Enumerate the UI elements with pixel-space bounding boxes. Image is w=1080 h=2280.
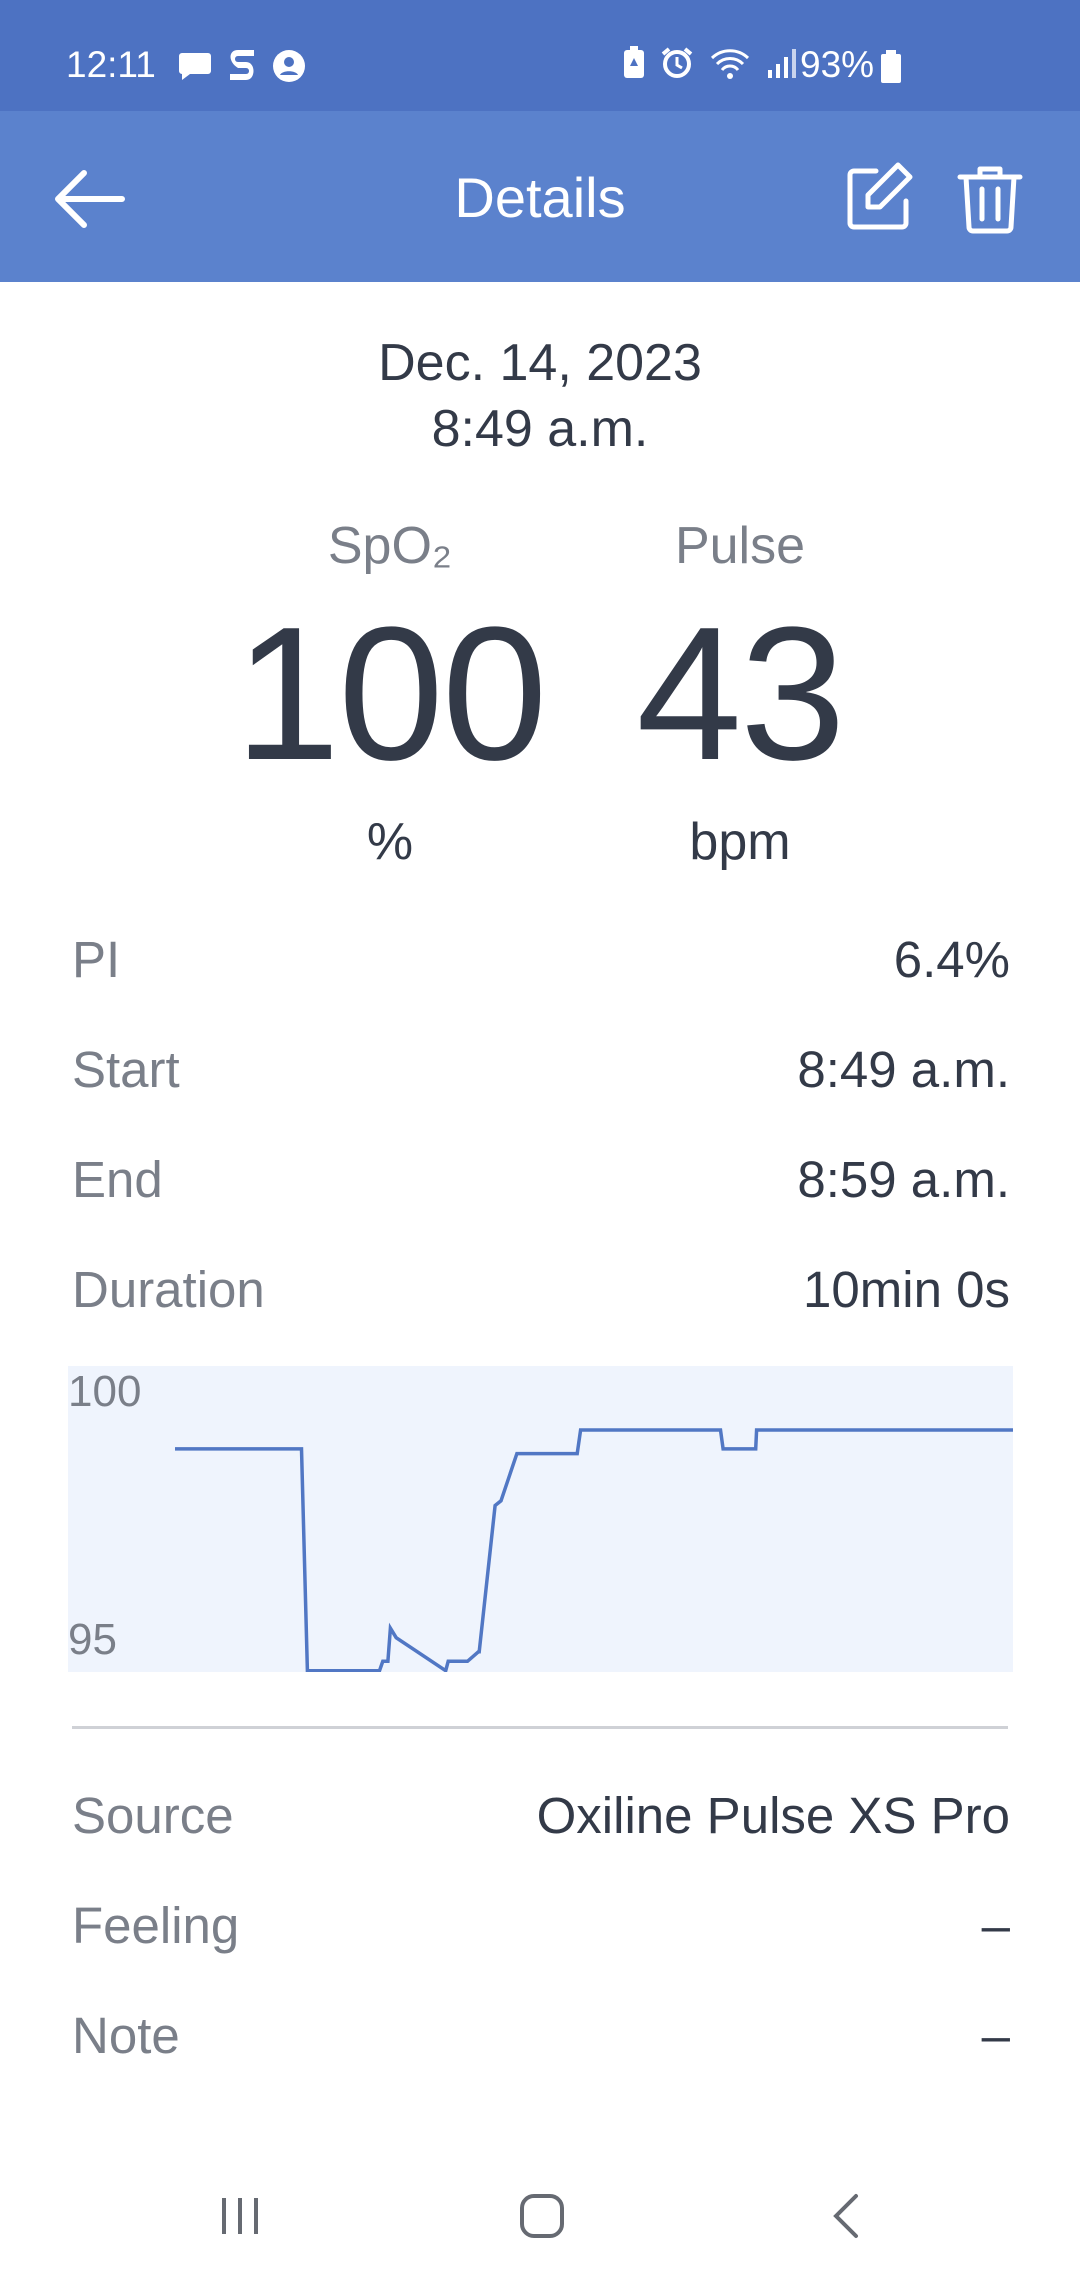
spo2-chart: 100 95 — [68, 1366, 1013, 1672]
alarm-icon — [661, 47, 693, 78]
message-icon — [179, 53, 211, 80]
edit-icon — [847, 162, 913, 230]
extra-row-note[interactable]: Note – — [72, 2006, 1010, 2076]
spo2-label: SpO₂ — [327, 517, 453, 575]
app-bar: Details — [0, 111, 1080, 282]
arrow-left-icon — [55, 170, 125, 228]
detail-value: 10min 0s — [803, 1261, 1010, 1318]
signal-icon — [768, 49, 796, 78]
extra-value: – — [981, 2007, 1010, 2064]
battery-saver-icon — [624, 46, 644, 78]
pulse-value: 43 — [636, 588, 845, 800]
pulse-metric: Pulse 43 bpm — [580, 516, 900, 871]
status-left-icons — [178, 46, 306, 86]
spo2-metric: SpO₂ 100 % — [210, 516, 570, 871]
status-bar: 12:11 93% — [0, 0, 1080, 111]
nav-back-icon — [833, 2194, 858, 2238]
back-button[interactable] — [46, 155, 134, 243]
account-icon — [273, 50, 305, 82]
status-right-icons — [622, 46, 798, 80]
detail-label: Duration — [72, 1261, 265, 1318]
record-date: Dec. 14, 2023 — [378, 334, 702, 392]
nav-back-button[interactable] — [828, 2192, 864, 2240]
battery-percentage: 93% — [800, 44, 875, 85]
detail-row-duration: Duration 10min 0s — [72, 1260, 1010, 1330]
chart-background — [68, 1366, 1013, 1672]
detail-label: Start — [72, 1041, 180, 1098]
extra-row-feeling[interactable]: Feeling – — [72, 1896, 1010, 1966]
home-icon — [520, 2194, 564, 2238]
detail-label: End — [72, 1151, 163, 1208]
spo2-series-line — [175, 1428, 1013, 1672]
detail-value: 8:59 a.m. — [797, 1151, 1010, 1208]
spo2-unit: % — [366, 813, 414, 871]
battery-icon — [881, 50, 901, 83]
wifi-icon — [710, 49, 750, 79]
nav-recents-button[interactable] — [218, 2196, 262, 2236]
trash-icon — [957, 166, 1023, 234]
pulse-label: Pulse — [674, 517, 806, 575]
status-time: 12:11 — [66, 44, 156, 85]
extra-label: Source — [72, 1787, 234, 1844]
page-title: Details — [454, 166, 626, 229]
detail-row-end: End 8:59 a.m. — [72, 1150, 1010, 1220]
detail-row-pi: PI 6.4% — [72, 930, 1010, 1000]
divider — [72, 1726, 1008, 1729]
record-time: 8:49 a.m. — [431, 400, 649, 458]
recents-icon — [222, 2198, 258, 2234]
y-tick-label: 95 — [68, 1615, 117, 1664]
spo2-value: 100 — [234, 588, 547, 800]
delete-button[interactable] — [950, 157, 1030, 237]
detail-label: PI — [72, 931, 121, 988]
extra-value: – — [981, 1897, 1010, 1954]
record-datetime: Dec. 14, 2023 8:49 a.m. — [0, 330, 1080, 462]
extra-label: Feeling — [72, 1897, 240, 1954]
detail-value: 6.4% — [893, 931, 1010, 988]
sync-icon — [230, 50, 254, 80]
pulse-unit: bpm — [689, 813, 791, 871]
extra-row-source: Source Oxiline Pulse XS Pro — [72, 1786, 1010, 1856]
detail-row-start: Start 8:49 a.m. — [72, 1040, 1010, 1110]
y-tick-label: 100 — [68, 1367, 141, 1416]
extra-value: Oxiline Pulse XS Pro — [536, 1787, 1010, 1844]
edit-button[interactable] — [840, 157, 920, 237]
nav-home-button[interactable] — [518, 2192, 566, 2240]
extra-label: Note — [72, 2007, 180, 2064]
detail-value: 8:49 a.m. — [797, 1041, 1010, 1098]
